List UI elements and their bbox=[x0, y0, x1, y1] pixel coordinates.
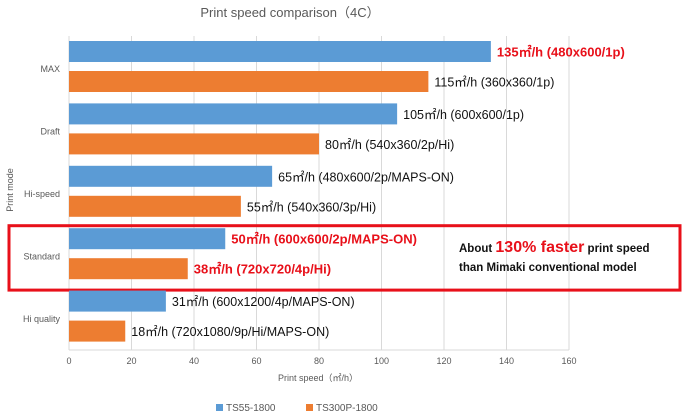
x-tick-label: 60 bbox=[251, 356, 261, 366]
data-label: 38㎡/h (720x720/4p/Hi) bbox=[194, 262, 331, 277]
data-label: 105㎡/h (600x600/1p) bbox=[403, 108, 524, 122]
callout-prefix: About bbox=[459, 243, 496, 255]
x-axis-label: Print speed（㎡/h） bbox=[278, 373, 358, 383]
data-label: 65㎡/h (480x600/2p/MAPS-ON) bbox=[278, 170, 454, 184]
bar bbox=[69, 165, 273, 187]
category-label: MAX bbox=[40, 64, 60, 74]
x-tick-label: 40 bbox=[189, 356, 199, 366]
bar bbox=[69, 228, 226, 250]
bar bbox=[69, 320, 126, 342]
x-tick-label: 120 bbox=[436, 356, 451, 366]
bar bbox=[69, 258, 188, 280]
highlight-box bbox=[7, 224, 682, 292]
legend-swatch bbox=[306, 404, 313, 411]
highlight-rectangle bbox=[7, 224, 682, 292]
x-tick-label: 160 bbox=[561, 356, 576, 366]
callout-suffix: print speed bbox=[584, 243, 650, 255]
category-label: Draft bbox=[40, 127, 60, 137]
callout-text: About 130% faster print speed than Mimak… bbox=[459, 238, 674, 278]
callout-line-2: than Mimaki conventional model bbox=[459, 262, 637, 274]
data-label: 135㎡/h (480x600/1p) bbox=[497, 45, 625, 60]
data-label: 115㎡/h (360x360/1p) bbox=[434, 76, 554, 90]
bar bbox=[69, 133, 319, 155]
category-label: Standard bbox=[23, 251, 60, 261]
callout-emphasis: 130% faster bbox=[495, 239, 585, 256]
x-tick-label: 0 bbox=[66, 356, 71, 366]
legend: TS55-1800 TS300P-1800 bbox=[216, 403, 378, 414]
legend-label: TS300P-1800 bbox=[316, 403, 378, 414]
data-label: 55㎡/h (540x360/3p/Hi) bbox=[247, 200, 376, 214]
data-label: 80㎡/h (540x360/2p/Hi) bbox=[325, 138, 454, 152]
x-tick-label: 80 bbox=[314, 356, 324, 366]
data-label: 18㎡/h (720x1080/9p/Hi/MAPS-ON) bbox=[131, 325, 329, 339]
chart-title: Print speed comparison（4C） bbox=[200, 5, 379, 20]
category-labels: MAX Draft Hi-speed Standard Hi quality bbox=[23, 64, 61, 324]
bars bbox=[69, 41, 491, 342]
bar bbox=[69, 195, 241, 217]
data-labels: 135㎡/h (480x600/1p) 115㎡/h (360x360/1p) 10… bbox=[131, 45, 625, 340]
bar bbox=[69, 71, 429, 92]
data-label: 50㎡/h (600x600/2p/MAPS-ON) bbox=[231, 232, 417, 247]
category-label: Hi-speed bbox=[24, 189, 60, 199]
data-label: 31㎡/h (600x1200/4p/MAPS-ON) bbox=[172, 295, 355, 309]
bar bbox=[69, 290, 166, 312]
x-tick-label: 100 bbox=[374, 356, 389, 366]
bar bbox=[69, 103, 398, 125]
legend-label: TS55-1800 bbox=[226, 403, 276, 414]
x-tick-label: 20 bbox=[126, 356, 136, 366]
callout-line-1: About 130% faster print speed bbox=[459, 238, 674, 259]
y-axis-label: Print mode bbox=[5, 168, 15, 212]
bar bbox=[69, 41, 491, 62]
legend-swatch bbox=[216, 404, 223, 411]
x-tick-label: 140 bbox=[499, 356, 514, 366]
category-label: Hi quality bbox=[23, 314, 61, 324]
x-tick-labels: 0 20 40 60 80 100 120 140 160 bbox=[66, 356, 576, 366]
